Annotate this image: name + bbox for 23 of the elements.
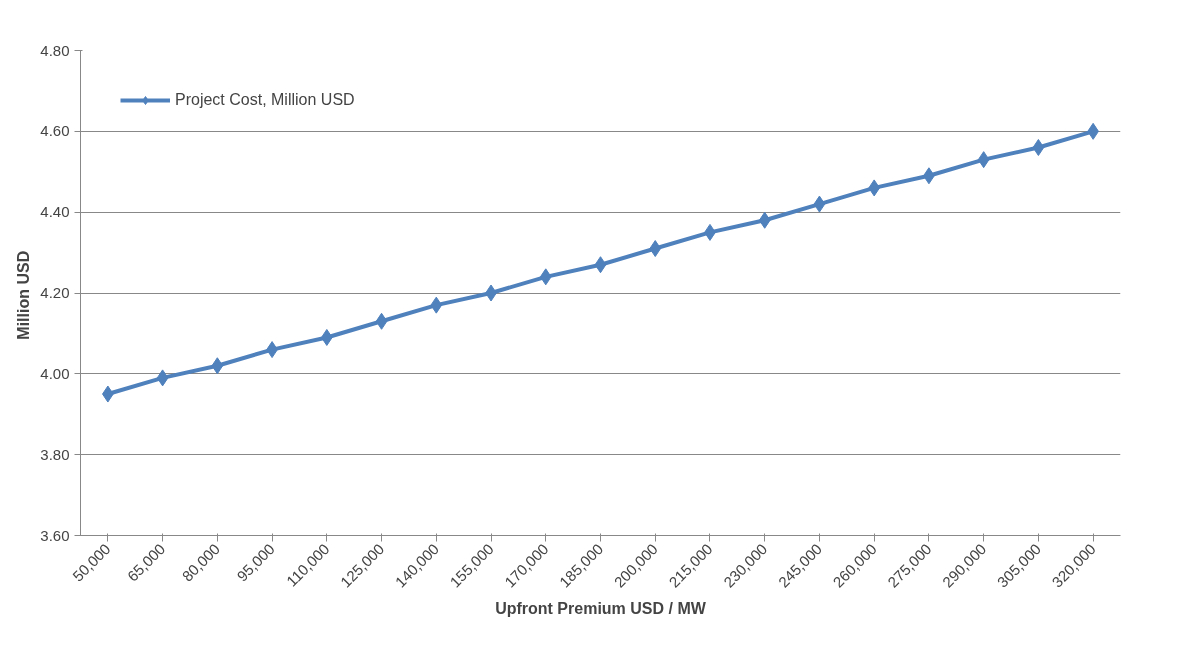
y-tick-label: 3.80 [40, 445, 70, 463]
point [977, 151, 990, 169]
y-axis-title: Million USD [15, 250, 33, 340]
y-tick-label: 3.60 [40, 526, 70, 544]
point [813, 195, 826, 213]
point [594, 256, 607, 274]
y-tick-label: 4.20 [40, 284, 70, 301]
point [375, 312, 388, 330]
y-tick-label: 4.40 [40, 203, 70, 221]
point [211, 357, 224, 375]
x-axis-title: Upfront Premium USD / MW [495, 599, 707, 617]
point [758, 211, 771, 229]
point [430, 296, 443, 314]
point [1032, 139, 1045, 156]
y-tick-label: 4.60 [40, 122, 70, 140]
y-tick-label: 4.00 [40, 364, 70, 382]
legend-label: Project Cost, Million USD [175, 91, 355, 109]
y-tick-label: 4.80 [40, 41, 70, 59]
point [539, 268, 552, 286]
point [868, 179, 881, 197]
point [320, 328, 333, 346]
point [156, 369, 169, 387]
point [649, 240, 662, 258]
